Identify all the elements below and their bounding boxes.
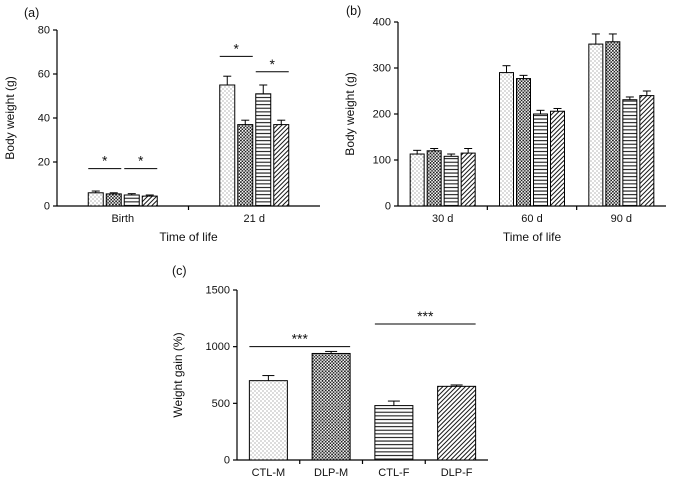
bar-CTL-F	[374, 405, 414, 461]
y-axis-title: Body weight (g)	[343, 72, 357, 155]
bar-CTL-M	[248, 380, 288, 461]
x-axis-title: Time of life	[503, 230, 562, 244]
bar-30 d-DLP-M	[426, 150, 442, 207]
x-axis-title: Time of life	[159, 230, 218, 244]
x-category-label: CTL-M	[252, 467, 286, 479]
bar-21 d-DLP-F	[273, 124, 290, 207]
bar-Birth-CTL-F	[123, 194, 140, 207]
bar-Birth-CTL-M	[87, 192, 104, 207]
bar-30 d-CTL-F	[443, 155, 459, 207]
bar-21 d-CTL-F	[255, 93, 272, 207]
bar-90 d-CTL-M	[588, 43, 604, 207]
bar-DLP-F	[437, 385, 477, 461]
bar-60 d-DLP-M	[516, 78, 531, 207]
bar-60 d-CTL-F	[533, 113, 548, 207]
y-tick-label: 1500	[206, 285, 230, 297]
significance-label: ***	[417, 308, 434, 324]
bar-90 d-DLP-M	[605, 41, 621, 207]
y-axis-title: Weight gain (%)	[171, 332, 185, 417]
y-tick-label: 500	[212, 398, 230, 410]
panel-b-label: (b)	[346, 4, 362, 18]
panel-a-label: (a)	[24, 6, 40, 20]
y-axis-title: Body weight (g)	[3, 76, 17, 159]
chart-b-body-weight-30-90d: 0 100 200 300 400 Body weight (g) 30 d 60 d 90 d…	[343, 17, 666, 244]
bar-60 d-DLP-F	[550, 110, 565, 207]
significance-label: *	[270, 56, 276, 72]
y-tick-label: 300	[373, 63, 391, 75]
bar-Birth-DLP-F	[141, 195, 158, 207]
bar-60 d-CTL-M	[499, 72, 514, 207]
bar-90 d-CTL-F	[622, 99, 638, 207]
y-tick-label: 0	[44, 201, 50, 213]
x-category-label: DLP-F	[441, 467, 473, 479]
x-category-label: 21 d	[244, 213, 265, 225]
bar-21 d-CTL-M	[219, 84, 236, 207]
y-tick-label: 0	[385, 201, 391, 213]
bar-Birth-DLP-M	[105, 193, 122, 207]
y-tick-label: 20	[38, 157, 50, 169]
y-tick-label: 1000	[206, 341, 230, 353]
x-category-label: CTL-F	[378, 467, 409, 479]
chart-c-weight-gain: 0 500 1000 1500 Weight gain (%) CTL-M DLP-M CTL…	[171, 285, 488, 479]
y-tick-label: 100	[373, 155, 391, 167]
bar-30 d-CTL-M	[409, 153, 425, 207]
bar-90 d-DLP-F	[639, 95, 655, 207]
y-tick-label: 400	[373, 17, 391, 29]
y-tick-label: 200	[373, 109, 391, 121]
significance-label: *	[138, 153, 144, 169]
significance-label: *	[102, 153, 108, 169]
x-category-label: 30 d	[432, 213, 453, 225]
bar-DLP-M	[311, 352, 351, 461]
x-category-label: DLP-M	[314, 467, 348, 479]
x-category-label: 60 d	[521, 213, 542, 225]
significance-label: ***	[292, 331, 309, 347]
y-tick-label: 60	[38, 69, 50, 81]
panel-c-label: (c)	[172, 264, 187, 278]
bar-21 d-DLP-M	[237, 124, 254, 207]
significance-label: *	[234, 40, 240, 56]
y-tick-label: 0	[224, 455, 230, 467]
y-tick-label: 80	[38, 25, 50, 37]
chart-a-body-weight-birth-21d: 0 20 40 60 80 Body weight (g) Birth 21 d Time of…	[3, 25, 320, 244]
bar-30 d-DLP-F	[460, 152, 476, 207]
y-tick-label: 40	[38, 113, 50, 125]
x-category-label: Birth	[111, 213, 134, 225]
x-category-label: 90 d	[611, 213, 632, 225]
